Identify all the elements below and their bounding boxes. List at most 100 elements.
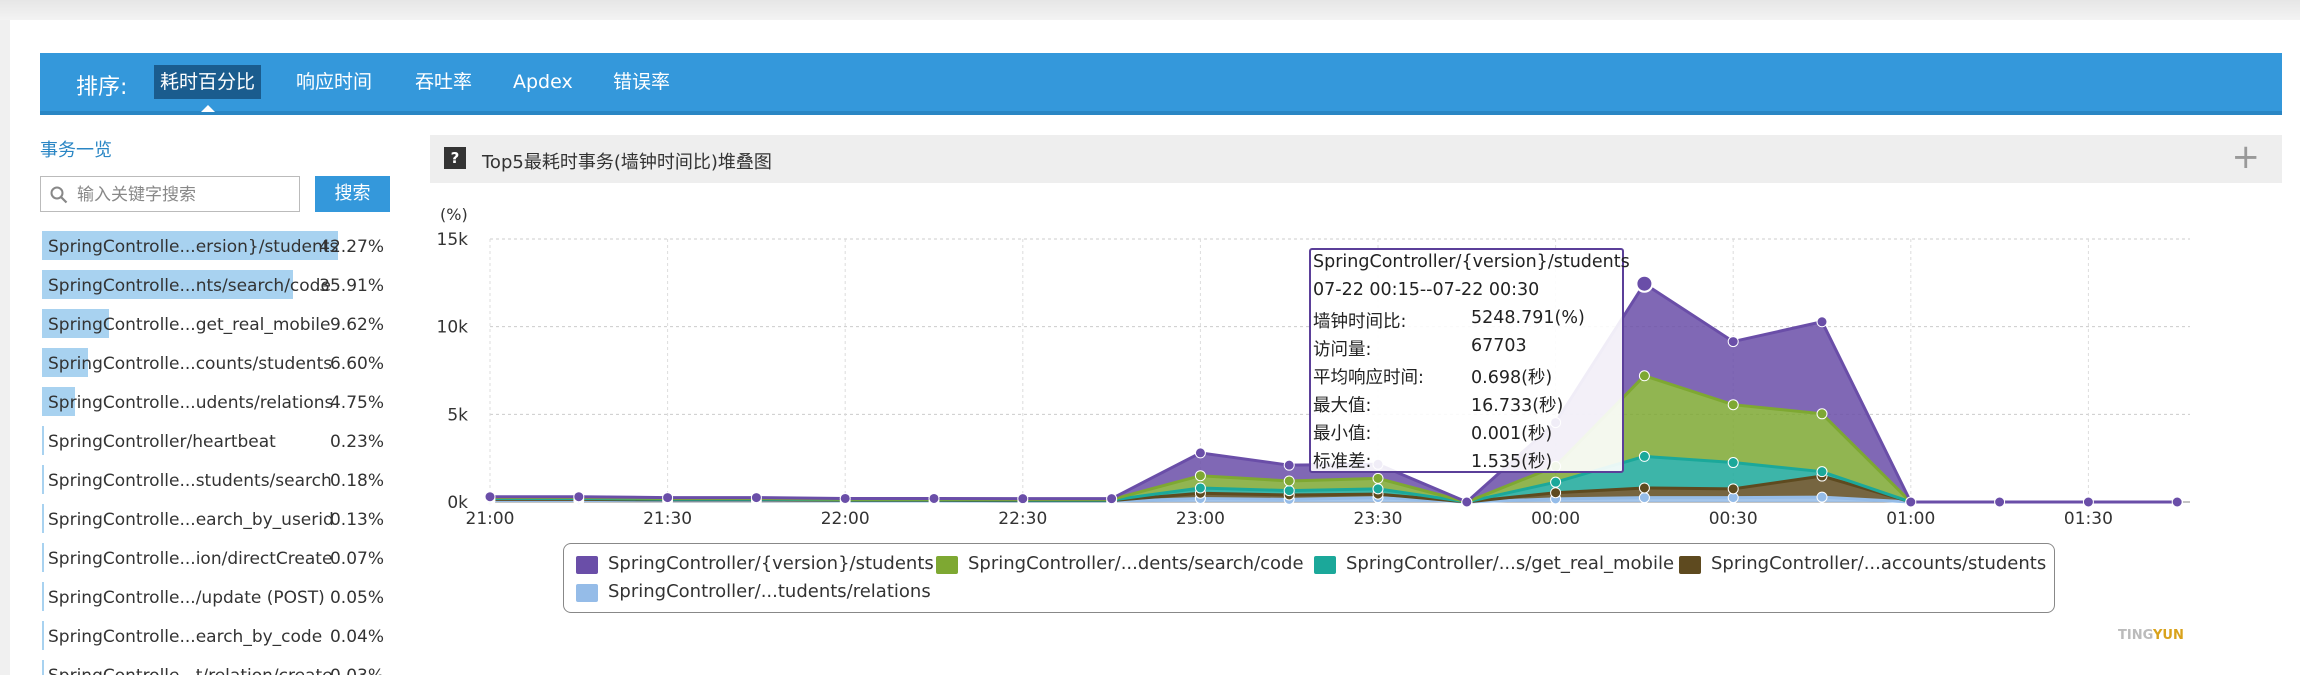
data-point xyxy=(1106,493,1118,505)
transaction-name: SpringControlle...earch_by_code xyxy=(48,627,323,647)
data-point xyxy=(1638,482,1650,494)
data-point xyxy=(1727,457,1739,469)
x-tick-label: 21:00 xyxy=(466,509,515,529)
share-bar xyxy=(42,660,44,675)
x-tick-label: 22:30 xyxy=(998,509,1047,529)
data-point xyxy=(1372,472,1384,484)
data-point xyxy=(1017,493,1029,505)
tab-error-rate[interactable]: 错误率 xyxy=(613,71,671,93)
x-tick-label: 01:30 xyxy=(2064,509,2113,529)
expand-icon[interactable]: + xyxy=(2231,137,2261,177)
y-tick-label: 0k xyxy=(447,493,468,513)
data-point xyxy=(1550,476,1562,488)
chart-panel-header: ? Top5最耗时事务(墙钟时间比)堆叠图 + xyxy=(430,135,2282,183)
share-bar xyxy=(42,270,294,299)
transaction-name: SpringController/heartbeat xyxy=(48,432,276,452)
x-tick-label: 01:00 xyxy=(1886,509,1935,529)
legend-swatch xyxy=(1314,556,1336,574)
tab-apdex[interactable]: Apdex xyxy=(513,71,573,93)
search-button[interactable]: 搜索 xyxy=(315,176,390,212)
transaction-row[interactable]: SpringControlle...earch_by_code 0.04% xyxy=(40,617,390,656)
share-bar xyxy=(42,582,44,611)
tooltip-value: 5248.791(%) xyxy=(1471,308,1585,328)
tab-throughput[interactable]: 吞吐率 xyxy=(415,71,473,93)
transaction-row[interactable]: SpringControlle...ersion}/students 42.27% xyxy=(40,227,390,266)
transaction-percent: 9.62% xyxy=(329,315,384,335)
share-bar xyxy=(42,426,44,455)
transaction-row[interactable]: SpringControlle...students/search 0.18% xyxy=(40,461,390,500)
series-area xyxy=(490,283,2178,502)
transaction-name: SpringControlle...udents/relations xyxy=(48,393,334,413)
data-point xyxy=(1283,485,1295,497)
transaction-name: SpringControlle...earch_by_userid xyxy=(48,510,334,530)
transaction-row[interactable]: SpringController/heartbeat 0.23% xyxy=(40,422,390,461)
transaction-name: SpringControlle.../update (POST) xyxy=(48,588,325,608)
data-point xyxy=(1194,447,1206,459)
transaction-percent: 0.04% xyxy=(329,627,384,647)
data-point xyxy=(662,492,674,504)
top-shadow xyxy=(0,0,2300,20)
help-icon[interactable]: ? xyxy=(444,147,466,169)
legend-label: SpringController/{version}/students xyxy=(608,553,934,574)
legend-label: SpringController/...accounts/students xyxy=(1711,553,2047,574)
share-bar xyxy=(42,504,44,533)
share-bar xyxy=(42,231,338,260)
series-area xyxy=(490,476,2178,502)
legend-label: SpringController/...dents/search/code xyxy=(968,553,1304,574)
legend-label: SpringController/...tudents/relations xyxy=(608,581,931,602)
x-tick-label: 23:00 xyxy=(1176,509,1225,529)
tooltip-title: SpringController/{version}/students xyxy=(1313,252,1630,272)
brand-part-2: YUN xyxy=(2152,628,2184,643)
tooltip-key: 墙钟时间比: xyxy=(1313,312,1407,332)
tooltip-key: 访问量: xyxy=(1313,340,1372,360)
transaction-name: SpringControlle...get_real_mobile xyxy=(48,315,331,335)
tab-response-time[interactable]: 响应时间 xyxy=(296,71,373,93)
data-point xyxy=(1816,466,1828,478)
tooltip-value: 16.733(秒) xyxy=(1471,396,1564,416)
transaction-row[interactable]: SpringControlle...earch_by_userid 0.13% xyxy=(40,500,390,539)
transaction-percent: 6.60% xyxy=(329,354,384,374)
chart-tooltip: SpringController/{version}/students 07-2… xyxy=(1309,248,1630,473)
data-point xyxy=(839,492,851,504)
search-input[interactable] xyxy=(75,181,295,209)
legend-swatch xyxy=(576,584,598,602)
share-bar xyxy=(42,348,89,377)
data-point xyxy=(2171,496,2183,508)
transaction-row[interactable]: SpringControlle...udents/relations 4.75% xyxy=(40,383,390,422)
share-bar xyxy=(42,387,76,416)
share-bar xyxy=(42,621,44,650)
transaction-percent: 35.91% xyxy=(319,276,384,296)
transaction-row[interactable]: SpringControlle...get_real_mobile 9.62% xyxy=(40,305,390,344)
tooltip-key: 最小值: xyxy=(1313,424,1372,444)
brand-part-1: TING xyxy=(2118,628,2153,643)
tooltip-value: 67703 xyxy=(1471,336,1527,356)
data-point xyxy=(750,492,762,504)
data-point xyxy=(1727,336,1739,348)
transaction-row[interactable]: SpringControlle...counts/students 6.60% xyxy=(40,344,390,383)
data-point xyxy=(1816,491,1828,503)
tooltip-range: 07-22 00:15--07-22 00:30 xyxy=(1313,280,1540,300)
transaction-percent: 0.03% xyxy=(330,666,384,675)
data-point xyxy=(1283,475,1295,487)
transaction-row[interactable]: SpringControlle.../update (POST) 0.05% xyxy=(40,578,390,617)
transaction-name: SpringControlle...t/relation/create xyxy=(48,666,333,675)
stacked-area-chart: 0k 5k 10k 15k 21:00 21:30 22:00 22:30 23:00 23:30… xyxy=(437,205,2190,529)
transaction-name: SpringControlle...students/search xyxy=(48,471,332,491)
data-point xyxy=(2082,496,2094,508)
data-point xyxy=(1638,450,1650,462)
tab-time-percent[interactable]: 耗时百分比 xyxy=(154,65,262,112)
transaction-row[interactable]: SpringControlle...ion/directCreate 0.07% xyxy=(40,539,390,578)
y-tick-label: 15k xyxy=(437,230,469,250)
data-point xyxy=(1816,408,1828,420)
y-tick-label: 10k xyxy=(437,318,469,338)
data-point xyxy=(573,491,585,503)
transaction-row[interactable]: SpringControlle...t/relation/create0.03% xyxy=(40,656,390,675)
x-tick-label: 22:00 xyxy=(821,509,870,529)
data-point xyxy=(1372,483,1384,495)
transaction-overview-link[interactable]: 事务一览 xyxy=(40,140,112,161)
transaction-row[interactable]: SpringControlle...nts/search/code 35.91% xyxy=(40,266,390,305)
y-axis-label: (%) xyxy=(440,205,468,224)
data-point xyxy=(1283,459,1295,471)
share-bar xyxy=(42,543,44,572)
transaction-percent: 0.23% xyxy=(329,432,384,452)
